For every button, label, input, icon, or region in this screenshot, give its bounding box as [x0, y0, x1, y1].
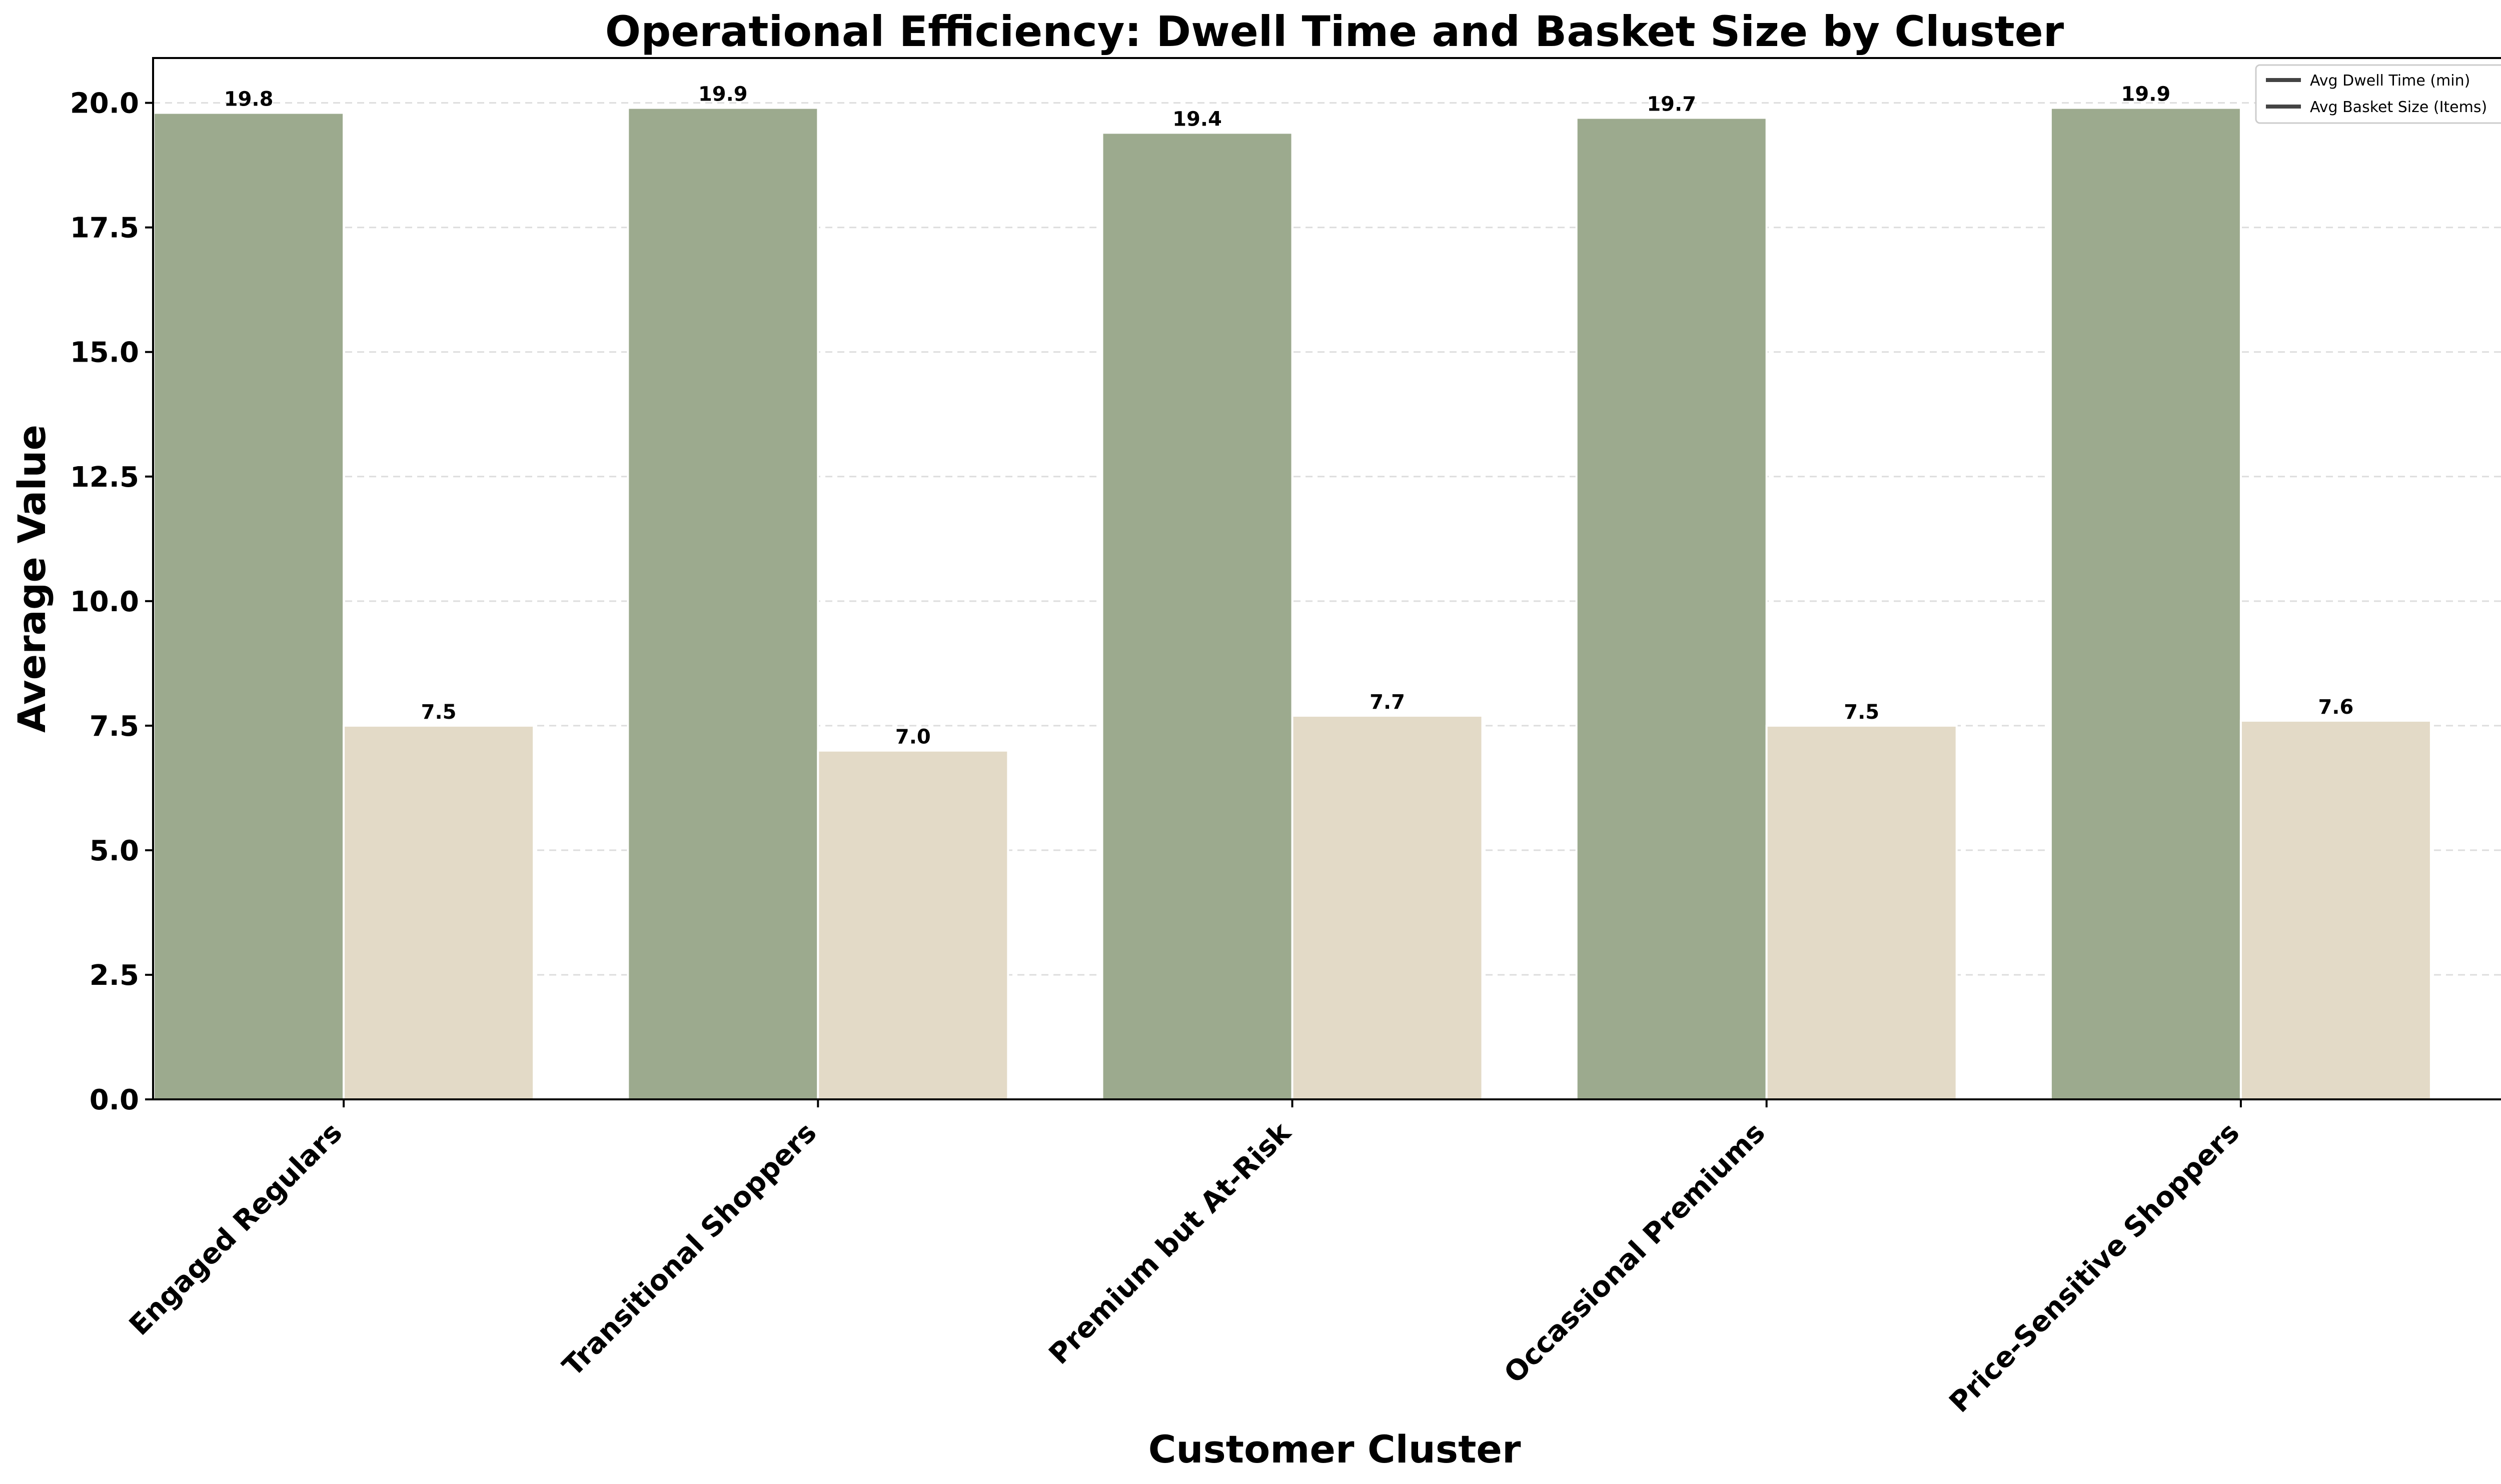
- y-tick-label: 15.0: [70, 337, 139, 369]
- x-tick-label: Transitional Shoppers: [556, 1116, 823, 1383]
- legend-box: [2255, 64, 2501, 124]
- y-tick-label: 17.5: [70, 212, 139, 245]
- y-axis-label: Average Value: [10, 425, 54, 733]
- x-tick-label: Premium but At-Risk: [1043, 1116, 1298, 1371]
- bar-basket-size: [2239, 719, 2432, 1100]
- legend-label-dwell-time: Avg Dwell Time (min): [2310, 72, 2470, 90]
- bar-value-label: 19.9: [698, 83, 748, 106]
- plot-frame: [152, 57, 2501, 1100]
- bar-value-label: 7.5: [1844, 701, 1879, 724]
- y-tick-label: 7.5: [90, 710, 139, 743]
- y-tick-label: 12.5: [70, 461, 139, 494]
- bar-basket-size: [1765, 724, 1958, 1101]
- y-tick-label: 2.5: [90, 959, 139, 992]
- data-labels: 19.8 7.5 19.9 7.0 19.4 7.7 19.7 7.5 19.9 7.6: [224, 83, 2354, 749]
- x-axis-ticks: Engaged Regulars Transitional Shoppers Pre…: [123, 1099, 2246, 1419]
- bar-value-label: 7.5: [421, 701, 457, 724]
- bar-value-label: 19.7: [1647, 93, 1696, 116]
- y-axis-ticks: 0.0 2.5 5.0 7.5 10.0 12.5 15.0 17.5 20.0: [70, 88, 153, 1116]
- legend-label-basket-size: Avg Basket Size (Items): [2310, 99, 2487, 116]
- y-tick-label: 0.0: [90, 1084, 139, 1116]
- y-tick-label: 20.0: [70, 88, 139, 120]
- y-tick-label: 10.0: [70, 586, 139, 618]
- legend: Avg Dwell Time (min) Avg Basket Size (It…: [2255, 64, 2501, 124]
- bars: [153, 107, 2432, 1101]
- x-axis-label: Customer Cluster: [1148, 1427, 1521, 1471]
- bar-value-label: 19.8: [224, 88, 274, 111]
- bar-value-label: 7.0: [895, 726, 931, 749]
- bar-dwell-time: [1101, 132, 1294, 1101]
- x-tick-label: Engaged Regulars: [123, 1116, 349, 1342]
- chart-title: Operational Efficiency: Dwell Time and B…: [605, 7, 2064, 56]
- x-tick-label: Price-Sensitive Shoppers: [1943, 1116, 2246, 1419]
- bar-value-label: 7.7: [1370, 691, 1405, 714]
- bar-value-label: 19.9: [2121, 83, 2171, 106]
- y-tick-label: 5.0: [90, 835, 139, 867]
- bar-basket-size: [817, 749, 1009, 1100]
- x-tick-label: Occassional Premiums: [1498, 1116, 1772, 1390]
- bar-dwell-time: [153, 112, 345, 1100]
- bar-dwell-time: [1575, 117, 1768, 1101]
- bar-dwell-time: [627, 107, 819, 1101]
- bar-value-label: 7.6: [2318, 696, 2353, 719]
- bar-dwell-time: [2049, 107, 2242, 1101]
- bar-basket-size: [343, 724, 535, 1101]
- bar-value-label: 19.4: [1172, 108, 1222, 131]
- bar-basket-size: [1291, 714, 1484, 1100]
